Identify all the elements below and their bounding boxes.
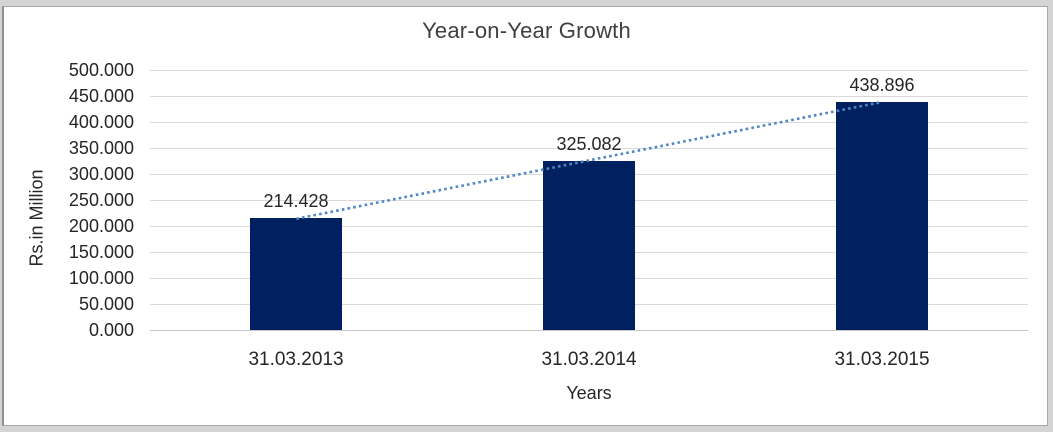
- gridline: [150, 96, 1028, 97]
- bar: [543, 161, 635, 330]
- chart-title: Year-on-Year Growth: [422, 18, 631, 43]
- y-tick-label: 50.000: [78, 294, 134, 314]
- gridline: [150, 70, 1028, 71]
- x-axis-title: Years: [566, 383, 612, 403]
- y-tick-label: 450.000: [68, 86, 134, 106]
- y-tick-label: 100.000: [68, 268, 134, 288]
- y-tick-label: 200.000: [68, 216, 134, 236]
- x-tick-label: 31.03.2014: [541, 349, 637, 370]
- y-tick-label: 350.000: [68, 138, 134, 158]
- bar: [836, 102, 928, 330]
- bar-data-label: 325.082: [556, 134, 622, 154]
- y-tick-label: 0.000: [88, 320, 134, 340]
- y-tick-label: 400.000: [68, 112, 134, 132]
- bar-data-label: 214.428: [263, 191, 329, 211]
- bar-data-label: 438.896: [849, 75, 915, 95]
- y-tick-label: 150.000: [68, 242, 134, 262]
- y-tick-label: 500.000: [68, 60, 134, 80]
- x-tick-label: 31.03.2015: [834, 349, 930, 370]
- bar: [250, 218, 342, 330]
- x-axis-line: [150, 330, 1028, 331]
- x-tick-label: 31.03.2013: [248, 349, 344, 370]
- y-tick-label: 300.000: [68, 164, 134, 184]
- y-tick-label: 250.000: [68, 190, 134, 210]
